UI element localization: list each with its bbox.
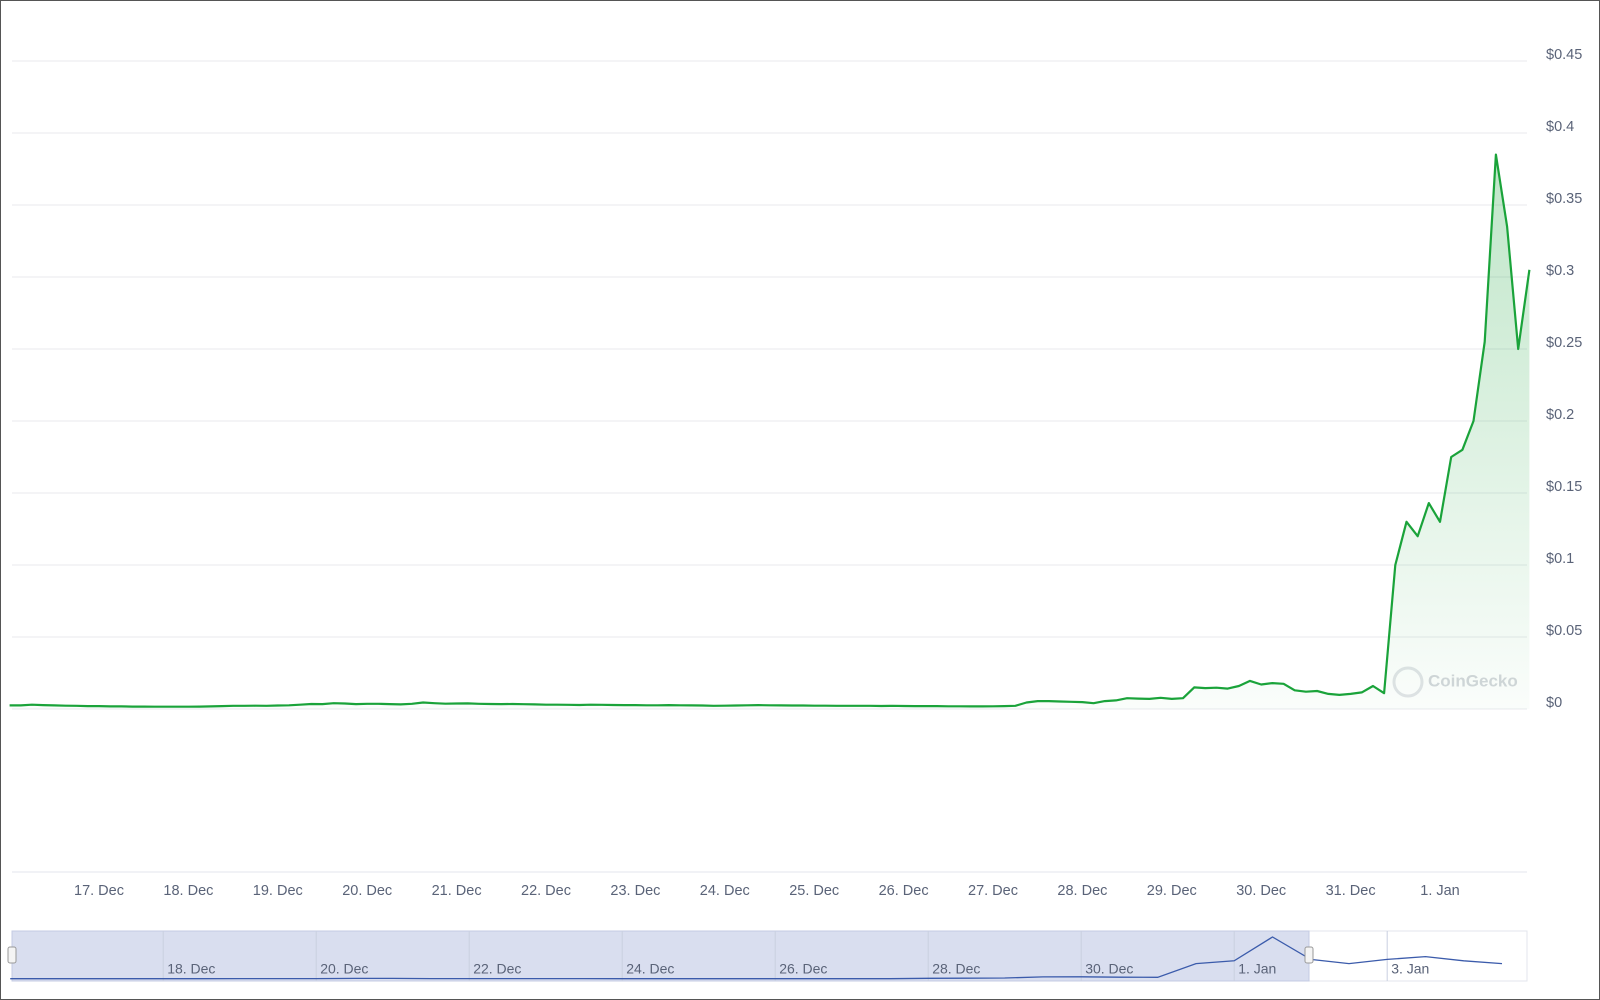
navigator-handle[interactable] [7,946,17,964]
x-tick-label: 25. Dec [789,883,839,899]
x-tick-label: 28. Dec [1057,883,1107,899]
x-tick-label: 30. Dec [1236,883,1286,899]
x-tick-label: 1. Jan [1420,883,1460,899]
y-tick-label: $0.4 [1546,119,1574,135]
x-tick-label: 21. Dec [432,883,482,899]
navigator-label: 26. Dec [779,961,827,977]
x-tick-label: 27. Dec [968,883,1018,899]
x-tick-label: 31. Dec [1326,883,1376,899]
navigator-label: 20. Dec [320,961,368,977]
navigator-label: 1. Jan [1238,961,1276,977]
y-tick-label: $0.05 [1546,623,1582,639]
x-tick-label: 17. Dec [74,883,124,899]
x-tick-label: 19. Dec [253,883,303,899]
navigator-label: 22. Dec [473,961,521,977]
y-tick-label: $0.2 [1546,407,1574,423]
navigator-handle[interactable] [1304,946,1314,964]
y-tick-label: $0.35 [1546,191,1582,207]
y-tick-label: $0.3 [1546,263,1574,279]
y-tick-label: $0.15 [1546,479,1582,495]
x-tick-label: 18. Dec [163,883,213,899]
y-tick-label: $0.1 [1546,551,1574,567]
x-tick-label: 22. Dec [521,883,571,899]
x-tick-label: 29. Dec [1147,883,1197,899]
x-tick-label: 20. Dec [342,883,392,899]
y-tick-label: $0.45 [1546,47,1582,63]
x-tick-label: 24. Dec [700,883,750,899]
navigator-line [10,936,1503,980]
navigator-label: 28. Dec [932,961,980,977]
x-tick-label: 23. Dec [610,883,660,899]
navigator-label: 24. Dec [626,961,674,977]
y-tick-label: $0.25 [1546,335,1582,351]
navigator-label: 18. Dec [167,961,215,977]
price-line [9,153,1531,708]
y-tick-label: $0 [1546,695,1562,711]
navigator-label: 30. Dec [1085,961,1133,977]
x-tick-label: 26. Dec [879,883,929,899]
navigator-label: 3. Jan [1391,961,1429,977]
